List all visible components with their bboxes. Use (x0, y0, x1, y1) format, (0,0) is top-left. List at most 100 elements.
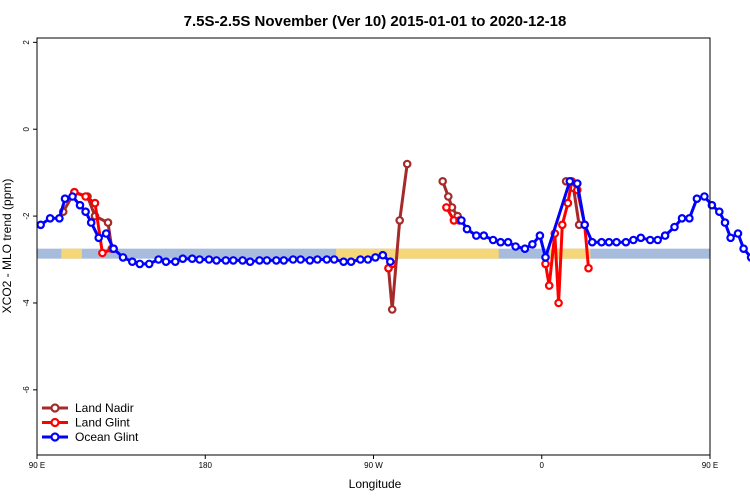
data-point (677, 214, 687, 223)
data-point (612, 237, 621, 247)
legend-marker (50, 403, 60, 413)
data-point (229, 256, 238, 265)
x-axis-label: Longitude (349, 477, 402, 491)
legend-marker (50, 417, 60, 428)
data-point (496, 237, 505, 247)
data-point (212, 256, 221, 265)
series-line (441, 180, 459, 217)
data-point (98, 248, 107, 258)
x-tick-label: 180 (199, 461, 213, 470)
data-point (86, 218, 96, 227)
data-point (462, 224, 472, 234)
y-tick-label: -4 (22, 299, 31, 307)
data-point (629, 235, 638, 245)
data-point (90, 198, 100, 208)
data-point (645, 235, 655, 245)
data-point (700, 192, 709, 201)
legend-label: Land Glint (75, 416, 130, 430)
data-point (584, 263, 593, 273)
data-point (245, 257, 255, 267)
data-point (511, 242, 520, 251)
data-point (488, 235, 498, 245)
data-point (457, 216, 466, 225)
data-point (733, 229, 743, 238)
data-point (442, 203, 451, 212)
data-point (339, 257, 348, 267)
data-point (438, 177, 448, 186)
data-point (471, 231, 481, 240)
data-point (55, 214, 64, 223)
x-tick-label: 90 E (702, 461, 718, 470)
data-point (322, 255, 332, 264)
data-point (535, 231, 545, 240)
data-point (670, 222, 679, 232)
data-point (75, 200, 85, 210)
data-point (109, 244, 118, 254)
y-tick-label: -6 (22, 386, 31, 394)
data-point (597, 237, 606, 247)
data-point (692, 194, 702, 204)
data-point (544, 281, 554, 290)
data-point (81, 207, 90, 217)
data-point (479, 231, 489, 240)
data-point (587, 237, 597, 247)
legend-marker (50, 432, 60, 442)
legend-label: Ocean Glint (75, 430, 139, 444)
data-point (541, 253, 550, 262)
data-point (363, 255, 373, 264)
data-point (221, 256, 231, 265)
data-point (45, 214, 55, 223)
data-point (739, 244, 748, 254)
data-point (563, 198, 573, 208)
data-point (356, 255, 365, 264)
data-point (387, 305, 397, 314)
data-point (565, 177, 575, 186)
data-point (305, 256, 315, 265)
y-tick-label: 0 (22, 126, 31, 131)
x-tick-label: 90 E (29, 461, 45, 470)
data-point (528, 240, 537, 249)
data-point (726, 233, 735, 243)
series-group (36, 159, 750, 314)
x-tick-label: 0 (540, 461, 545, 470)
legend-label: Land Nadir (75, 401, 134, 415)
data-point (60, 194, 70, 204)
data-point (101, 229, 111, 238)
data-point (395, 216, 405, 225)
x-axis: 90 E 180 90 W 0 90 E 180 (29, 455, 750, 470)
data-point (714, 207, 724, 217)
data-point (636, 233, 646, 243)
x-tick-label: 180 (743, 461, 750, 470)
data-point (279, 256, 289, 265)
land-band (336, 248, 499, 259)
data-point (271, 256, 281, 265)
data-point (371, 253, 380, 262)
data-point (128, 257, 137, 267)
y-tick-label: 2 (22, 40, 31, 45)
data-point (178, 254, 188, 264)
land-band (61, 248, 82, 259)
data-point (554, 298, 563, 308)
data-point (346, 257, 356, 267)
data-point (557, 220, 567, 230)
data-point (621, 237, 631, 247)
data-point (503, 237, 513, 247)
y-axis: 2 0 -2 -4 -6 (22, 40, 37, 394)
data-point (378, 250, 388, 260)
data-point (746, 253, 750, 262)
data-point (580, 220, 590, 230)
data-point (144, 259, 154, 269)
data-point (685, 214, 694, 223)
data-point (187, 254, 197, 264)
data-point (604, 237, 614, 247)
data-point (653, 235, 663, 245)
chart-title: 7.5S-2.5S November (Ver 10) 2015-01-01 t… (184, 13, 567, 30)
land-band (549, 248, 591, 259)
data-point (520, 244, 530, 254)
data-point (36, 220, 46, 230)
x-tick-label: 90 W (364, 461, 383, 470)
data-point (255, 256, 264, 265)
data-point (135, 259, 145, 269)
